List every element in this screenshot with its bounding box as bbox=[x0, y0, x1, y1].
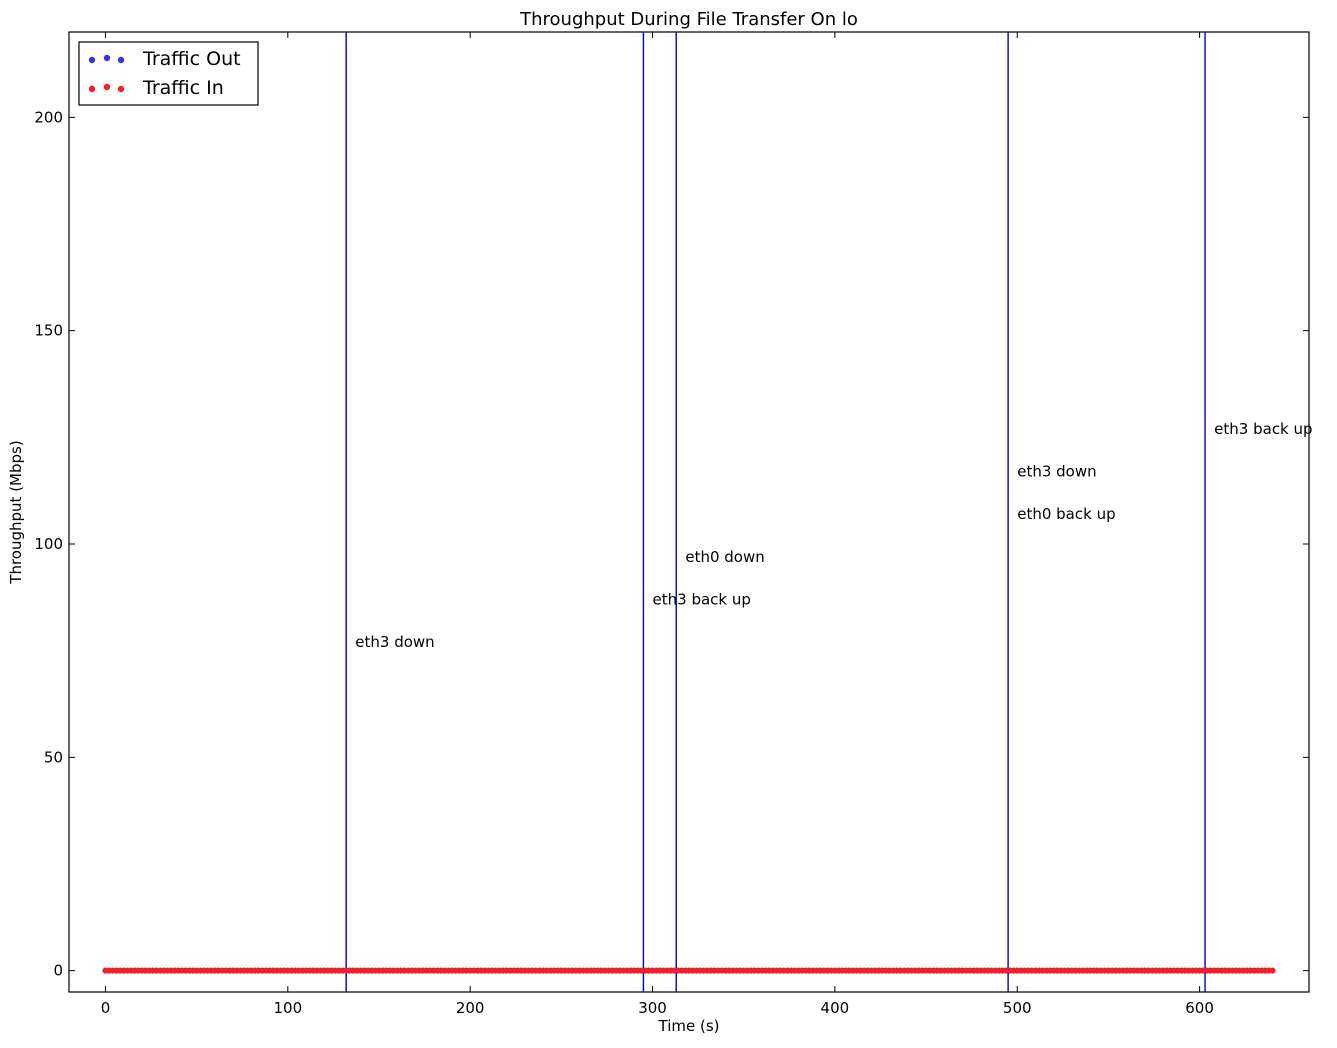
plot-area: eth3 down eth3 back up eth0 down eth0 back … bbox=[34, 31, 1313, 1017]
y-axis-label: Throughput (Mbps) bbox=[7, 440, 25, 584]
legend-label-traffic-in: Traffic In bbox=[142, 77, 224, 99]
legend: Traffic Out Traffic In bbox=[78, 41, 259, 106]
annotation-label-3: eth0 back up bbox=[1017, 505, 1115, 523]
y-tick-label-150: 150 bbox=[34, 322, 63, 340]
y-tick-label-50: 50 bbox=[44, 748, 63, 766]
point-traffic-in-640 bbox=[1269, 967, 1276, 974]
y-tick-label-0: 0 bbox=[53, 962, 63, 980]
legend-box bbox=[78, 41, 259, 106]
annotation-label-4: eth3 down bbox=[1017, 462, 1096, 480]
x-axis-label: Time (s) bbox=[658, 1017, 720, 1035]
x-tick-label-0: 0 bbox=[101, 999, 111, 1017]
annotation-label-5: eth3 back up bbox=[1214, 420, 1312, 438]
legend-marker-traffic-out-1 bbox=[103, 54, 111, 62]
x-tick-label-200: 200 bbox=[456, 999, 485, 1017]
x-tick-label-600: 600 bbox=[1185, 999, 1214, 1017]
x-tick-label-100: 100 bbox=[274, 999, 303, 1017]
annotation-label-1: eth3 back up bbox=[653, 590, 751, 608]
y-tick-label-100: 100 bbox=[34, 535, 63, 553]
legend-marker-traffic-out-2 bbox=[117, 56, 125, 64]
y-tick-label-200: 200 bbox=[34, 108, 63, 126]
annotation-label-0: eth3 down bbox=[355, 633, 434, 651]
chart-title: Throughput During File Transfer On lo bbox=[519, 9, 858, 30]
plot-frame bbox=[68, 31, 1310, 993]
x-tick-label-300: 300 bbox=[638, 999, 667, 1017]
legend-marker-traffic-in-2 bbox=[117, 85, 125, 93]
x-tick-label-400: 400 bbox=[821, 999, 850, 1017]
legend-marker-traffic-in-1 bbox=[103, 83, 111, 91]
series-traffic-in bbox=[102, 967, 1276, 974]
legend-label-traffic-out: Traffic Out bbox=[142, 48, 241, 70]
annotation-label-2: eth0 down bbox=[685, 548, 764, 566]
x-tick-label-500: 500 bbox=[1003, 999, 1032, 1017]
legend-marker-traffic-in-0 bbox=[88, 85, 96, 93]
legend-marker-traffic-out-0 bbox=[88, 56, 96, 64]
